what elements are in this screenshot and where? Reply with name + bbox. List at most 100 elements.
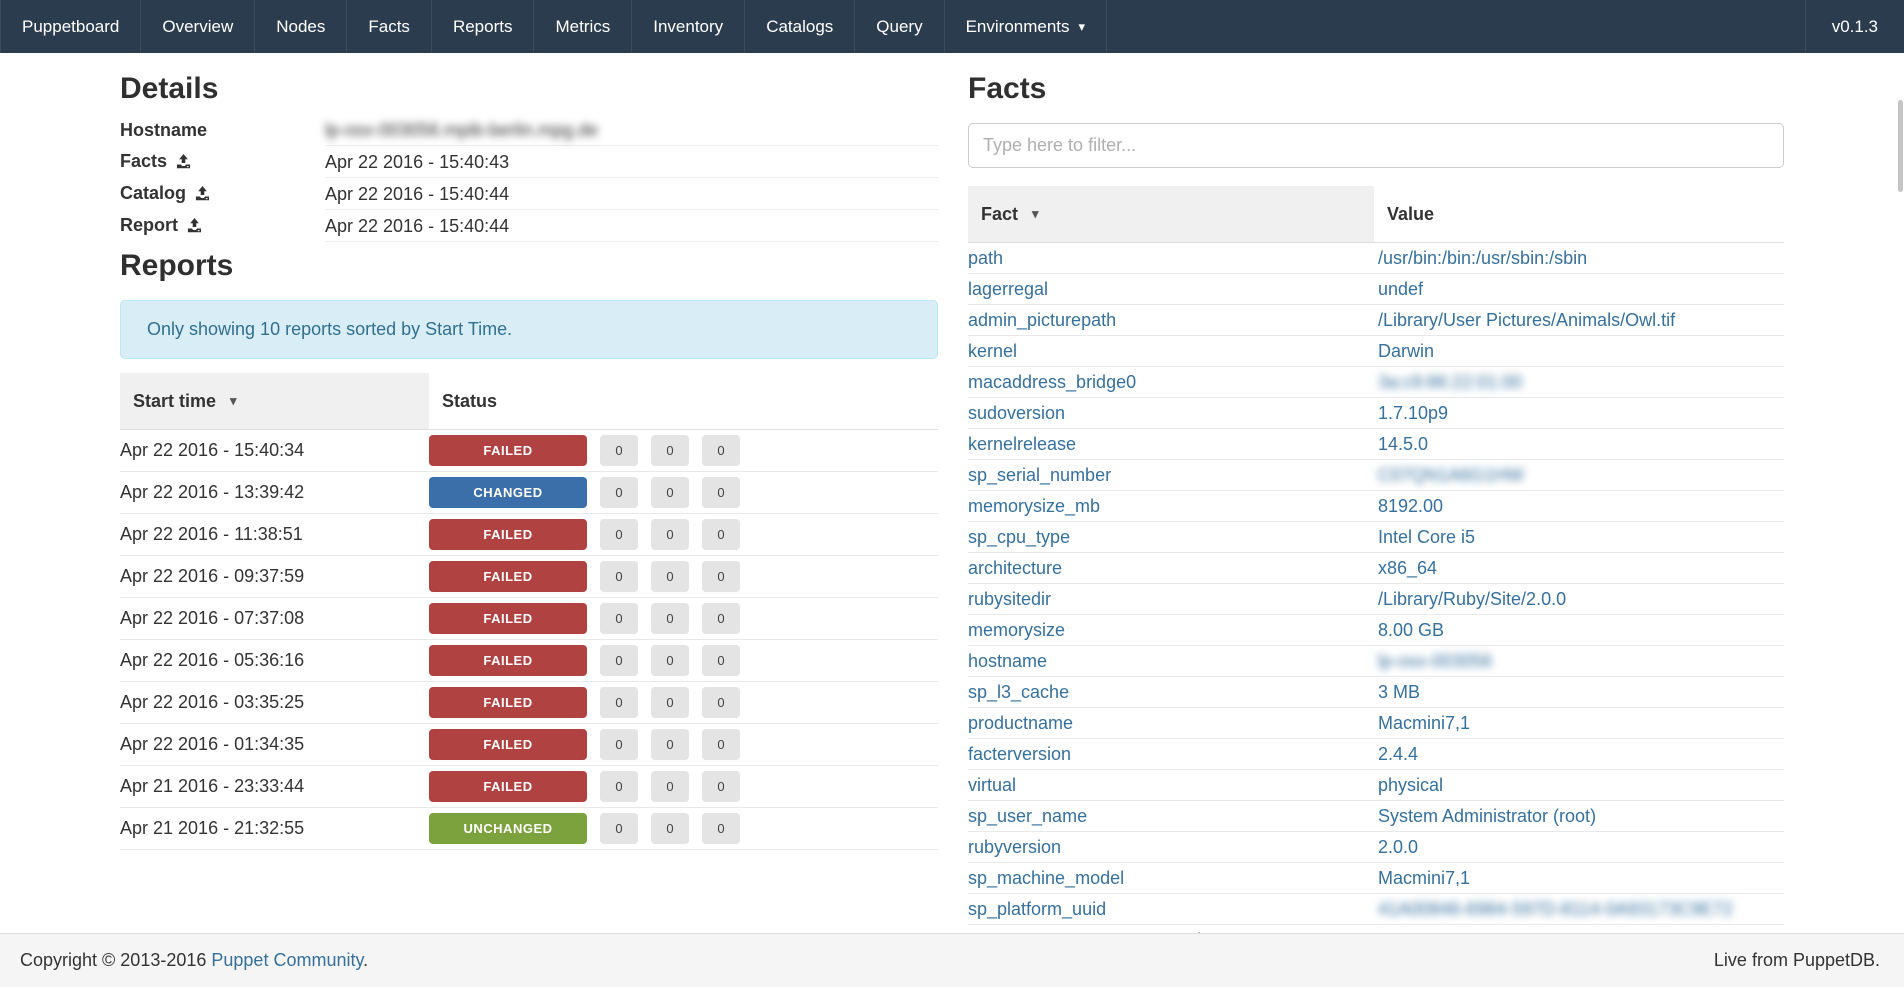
fact-value-link[interactable]: 14.5.0 <box>1378 434 1429 454</box>
fact-value-link[interactable]: 2.0.0 <box>1378 837 1419 857</box>
fact-row: sp_machine_model Macmini7,1 <box>968 862 1784 894</box>
nav-item-environments[interactable]: Environments ▾ <box>945 0 1108 53</box>
scrollbar-thumb[interactable] <box>1898 100 1903 192</box>
fact-value-cell: 14.5.0 <box>1374 428 1784 460</box>
fact-name-link[interactable]: productname <box>968 713 1074 733</box>
facts-column: Facts Fact ▾ Value path/usr/bin:/bin:/us… <box>968 69 1784 956</box>
fact-value-cell: /usr/bin:/bin:/usr/sbin:/sbin <box>1374 242 1784 274</box>
upload-icon[interactable] <box>195 184 210 206</box>
fact-value-link[interactable]: 8192.00 <box>1378 496 1444 516</box>
nav-item-overview[interactable]: Overview <box>141 0 256 53</box>
fact-value-cell: System Administrator (root) <box>1374 800 1784 832</box>
fact-name-link[interactable]: sp_cpu_type <box>968 527 1071 547</box>
report-status-cell: FAILED 0 0 0 <box>429 513 938 556</box>
nav-item-catalogs[interactable]: Catalogs <box>745 0 856 53</box>
fact-name-link[interactable]: kernelrelease <box>968 434 1077 454</box>
fact-value-link[interactable]: 2.4.4 <box>1378 744 1419 764</box>
fact-name-link[interactable]: lagerregal <box>968 279 1049 299</box>
fact-name-link[interactable]: macaddress_bridge0 <box>968 372 1137 392</box>
fact-value-link[interactable]: /usr/bin:/bin:/usr/sbin:/sbin <box>1378 248 1588 268</box>
fact-value-link[interactable]: 41A00846-6984-597D-8114-0A93173C9E72 <box>1378 899 1733 919</box>
fact-value-link[interactable]: Macmini7,1 <box>1378 868 1471 888</box>
fact-name-link[interactable]: hostname <box>968 651 1048 671</box>
fact-value-cell: lp-osx-003056 <box>1374 645 1784 677</box>
reports-col-start-time[interactable]: Start time ▾ <box>120 373 429 430</box>
fact-value-link[interactable]: x86_64 <box>1378 558 1438 578</box>
fact-name-link[interactable]: sp_machine_model <box>968 868 1125 888</box>
facts-col-value[interactable]: Value <box>1374 186 1784 243</box>
fact-name-link[interactable]: sp_l3_cache <box>968 682 1070 702</box>
fact-value-link[interactable]: undef <box>1378 279 1424 299</box>
facts-filter-input[interactable] <box>968 123 1784 168</box>
report-row: Apr 22 2016 - 07:37:08 FAILED 0 0 0 <box>120 597 938 640</box>
report-start-time: Apr 22 2016 - 01:34:35 <box>120 723 429 766</box>
nav-item-facts[interactable]: Facts <box>347 0 432 53</box>
fact-row: hostname lp-osx-003056 <box>968 645 1784 677</box>
fact-name-link[interactable]: architecture <box>968 558 1063 578</box>
fact-name-link[interactable]: sp_user_name <box>968 806 1088 826</box>
fact-name-link[interactable]: virtual <box>968 775 1017 795</box>
fact-value-link[interactable]: 1.7.10p9 <box>1378 403 1449 423</box>
nav-item-metrics[interactable]: Metrics <box>534 0 633 53</box>
copyright-text: Copyright © 2013-2016 <box>20 950 212 970</box>
facts-col-fact[interactable]: Fact ▾ <box>968 186 1374 243</box>
fact-value-link[interactable]: System Administrator (root) <box>1378 806 1597 826</box>
fact-value-link[interactable]: Darwin <box>1378 341 1435 361</box>
report-row: Apr 22 2016 - 05:36:16 FAILED 0 0 0 <box>120 639 938 682</box>
fact-value-link[interactable]: 8.00 GB <box>1378 620 1445 640</box>
report-row: Apr 21 2016 - 23:33:44 FAILED 0 0 0 <box>120 765 938 808</box>
footer-puppetdb-status: Live from PuppetDB. <box>1713 950 1880 970</box>
fact-name-link[interactable]: rubyversion <box>968 837 1062 857</box>
nav-item-reports[interactable]: Reports <box>432 0 535 53</box>
nav-item-inventory[interactable]: Inventory <box>632 0 746 53</box>
fact-value-link[interactable]: physical <box>1378 775 1444 795</box>
fact-name-link[interactable]: rubysitedir <box>968 589 1052 609</box>
details-label: Facts <box>120 150 168 171</box>
fact-name-link[interactable]: path <box>968 248 1004 268</box>
fact-name-link[interactable]: memorysize <box>968 620 1066 640</box>
sort-caret-icon: ▾ <box>230 393 237 408</box>
report-row: Apr 22 2016 - 03:35:25 FAILED 0 0 0 <box>120 681 938 724</box>
fact-value-cell: 1.7.10p9 <box>1374 397 1784 429</box>
fact-value-cell: Intel Core i5 <box>1374 521 1784 553</box>
fact-value-link[interactable]: /Library/User Pictures/Animals/Owl.tif <box>1378 310 1676 330</box>
status-badge: FAILED <box>429 519 587 550</box>
count-badge: 0 <box>600 645 638 676</box>
nav-item-nodes[interactable]: Nodes <box>255 0 348 53</box>
report-start-time: Apr 22 2016 - 15:40:34 <box>120 429 429 472</box>
report-status-cell: FAILED 0 0 0 <box>429 555 938 598</box>
fact-name-link[interactable]: sp_serial_number <box>968 465 1112 485</box>
count-badge: 0 <box>651 645 689 676</box>
details-title: Details <box>120 72 219 105</box>
count-badge: 0 <box>702 813 740 844</box>
fact-name-link[interactable]: facterversion <box>968 744 1072 764</box>
fact-value-link[interactable]: Intel Core i5 <box>1378 527 1476 547</box>
details-row: Facts Apr 22 2016 - 15:40:43 <box>120 145 938 178</box>
navbar: Puppetboard Overview Nodes Facts Reports… <box>0 0 1904 53</box>
fact-value-link[interactable]: Macmini7,1 <box>1378 713 1471 733</box>
navbar-brand[interactable]: Puppetboard <box>0 0 142 53</box>
fact-value-cell: Macmini7,1 <box>1374 862 1784 894</box>
puppet-community-link[interactable]: Puppet Community <box>211 950 364 970</box>
nav-item-query[interactable]: Query <box>855 0 945 53</box>
fact-name-link[interactable]: sp_platform_uuid <box>968 899 1107 919</box>
upload-icon[interactable] <box>187 216 202 238</box>
fact-name-cell: macaddress_bridge0 <box>968 366 1374 398</box>
fact-name-link[interactable]: memorysize_mb <box>968 496 1101 516</box>
fact-name-cell: sp_platform_uuid <box>968 893 1374 925</box>
fact-value-link[interactable]: lp-osx-003056 <box>1378 651 1493 671</box>
fact-value-link[interactable]: /Library/Ruby/Site/2.0.0 <box>1378 589 1567 609</box>
fact-value-cell: undef <box>1374 273 1784 305</box>
fact-name-link[interactable]: kernel <box>968 341 1018 361</box>
fact-row: virtual physical <box>968 769 1784 801</box>
fact-value-cell: /Library/Ruby/Site/2.0.0 <box>1374 583 1784 615</box>
fact-value-link[interactable]: C07QN1A6G1HW <box>1378 465 1525 485</box>
node-details-column: Details Hostname lp-osx-003056.mpib-berli… <box>120 69 938 956</box>
reports-col-status[interactable]: Status <box>429 373 938 430</box>
fact-name-link[interactable]: admin_picturepath <box>968 310 1117 330</box>
fact-name-link[interactable]: sudoversion <box>968 403 1066 423</box>
fact-value-link[interactable]: 3a:c9:86:22:01:00 <box>1378 372 1523 392</box>
fact-value-link[interactable]: 3 MB <box>1378 682 1421 702</box>
upload-icon[interactable] <box>176 152 191 174</box>
fact-value-cell: x86_64 <box>1374 552 1784 584</box>
